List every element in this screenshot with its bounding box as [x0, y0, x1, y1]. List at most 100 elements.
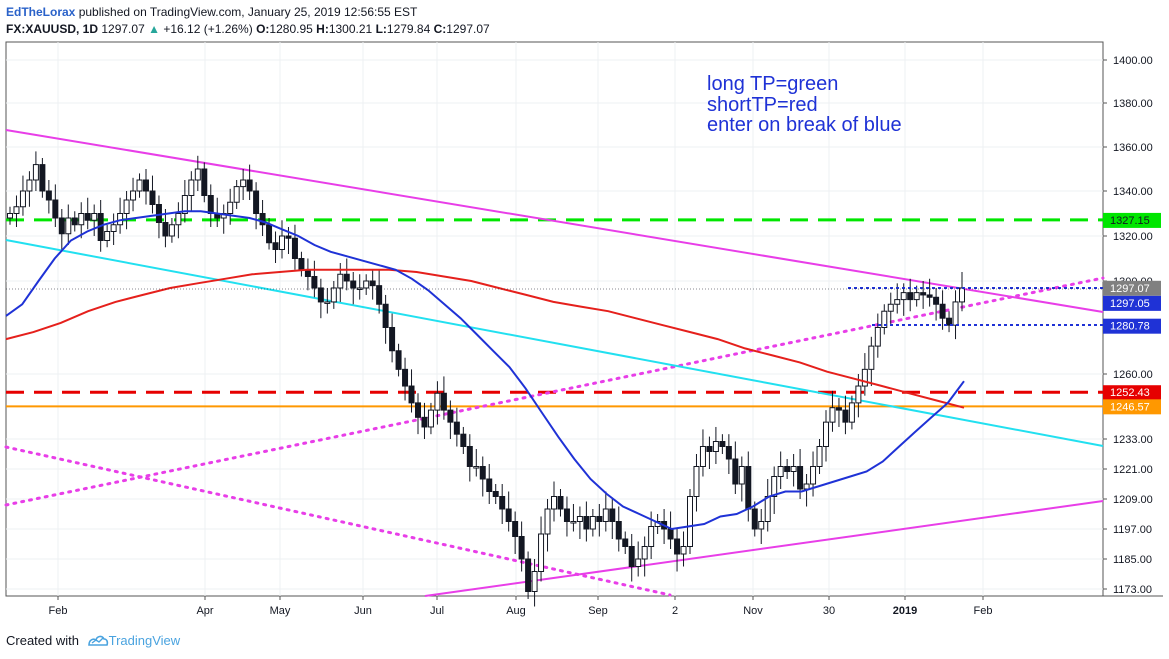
candle-body[interactable] [596, 516, 603, 522]
candle-body[interactable] [835, 407, 842, 411]
candle-body[interactable] [19, 190, 26, 208]
candle-body[interactable] [402, 368, 409, 387]
candle-body[interactable] [7, 213, 13, 219]
candle-body[interactable] [194, 168, 201, 181]
candle-body[interactable] [738, 466, 745, 485]
candle-body[interactable] [78, 213, 85, 226]
candle-body[interactable] [622, 538, 629, 547]
candle-body[interactable] [492, 491, 499, 497]
magenta-lower-dotted-line[interactable] [4, 445, 672, 597]
candle-body[interactable] [440, 392, 447, 411]
candle-body[interactable] [473, 466, 480, 469]
candle-body[interactable] [712, 441, 719, 452]
candle-body[interactable] [65, 217, 72, 235]
candle-body[interactable] [810, 466, 817, 485]
candle-body[interactable] [615, 521, 622, 540]
candle-body[interactable] [45, 190, 52, 201]
candle-body[interactable] [745, 466, 752, 510]
candle-body[interactable] [188, 179, 195, 196]
candle-body[interactable] [887, 303, 894, 312]
magenta-descending-line[interactable] [5, 129, 1104, 313]
candle-body[interactable] [421, 416, 428, 428]
candle-body[interactable] [350, 280, 357, 289]
cyan-descending-line[interactable] [5, 239, 1104, 447]
candle-body[interactable] [376, 285, 383, 305]
candle-body[interactable] [939, 303, 946, 319]
candle-body[interactable] [453, 421, 460, 435]
candle-body[interactable] [538, 533, 545, 572]
candle-body[interactable] [39, 164, 46, 192]
magenta-ascending-dotted-line[interactable] [4, 276, 1105, 507]
candle-body[interactable] [330, 287, 337, 303]
candle-body[interactable] [84, 213, 91, 221]
candle-body[interactable] [58, 217, 65, 235]
candle-body[interactable] [719, 441, 726, 447]
candle-body[interactable] [648, 526, 655, 547]
candle-body[interactable] [240, 179, 247, 188]
candle-body[interactable] [266, 224, 273, 244]
candle-body[interactable] [855, 385, 862, 404]
candle-body[interactable] [933, 296, 940, 305]
candle-body[interactable] [797, 466, 804, 490]
candle-body[interactable] [466, 446, 473, 467]
candle-body[interactable] [551, 496, 557, 510]
red-moving-average[interactable] [5, 268, 965, 409]
candle-body[interactable] [829, 407, 836, 423]
candle-body[interactable] [732, 458, 739, 485]
candle-body[interactable] [175, 213, 182, 226]
candle-body[interactable] [272, 242, 279, 250]
candle-body[interactable] [907, 292, 914, 301]
candle-body[interactable] [706, 446, 713, 452]
candle-body[interactable] [635, 558, 642, 567]
candle-body[interactable] [881, 310, 888, 329]
candle-body[interactable] [123, 199, 130, 214]
candle-body[interactable] [363, 280, 370, 289]
candle-body[interactable] [130, 190, 137, 201]
candle-body[interactable] [926, 294, 933, 298]
candle-body[interactable] [486, 478, 493, 492]
candle-body[interactable] [803, 483, 810, 490]
candle-body[interactable] [823, 421, 829, 448]
candle-body[interactable] [317, 287, 324, 303]
candle-body[interactable] [259, 213, 266, 226]
candle-body[interactable] [816, 446, 823, 467]
candle-body[interactable] [544, 508, 551, 535]
candle-body[interactable] [583, 516, 590, 530]
candle-body[interactable] [369, 280, 376, 287]
candle-body[interactable] [874, 327, 881, 347]
candle-body[interactable] [32, 164, 39, 181]
candle-body[interactable] [609, 508, 616, 522]
candle-body[interactable] [337, 273, 344, 289]
candle-body[interactable] [26, 179, 33, 192]
candle-body[interactable] [563, 508, 570, 522]
candle-body[interactable] [104, 231, 111, 241]
candle-body[interactable] [784, 466, 791, 472]
candle-body[interactable] [136, 179, 143, 192]
candle-body[interactable] [771, 476, 778, 497]
candle-body[interactable] [311, 276, 318, 289]
candle-body[interactable] [505, 508, 512, 522]
candle-body[interactable] [13, 206, 20, 214]
candle-body[interactable] [91, 213, 98, 221]
candle-body[interactable] [946, 317, 953, 326]
candle-body[interactable] [479, 466, 486, 480]
candle-body[interactable] [382, 303, 389, 328]
candle-body[interactable] [842, 409, 849, 423]
annotation-text[interactable]: long TP=green shortTP=red enter on break… [707, 73, 902, 136]
candle-body[interactable] [790, 466, 797, 472]
candle-body[interactable] [525, 558, 532, 592]
candle-body[interactable] [641, 546, 648, 560]
candle-body[interactable] [576, 516, 583, 522]
candle-body[interactable] [557, 496, 564, 510]
candle-body[interactable] [589, 516, 596, 530]
candle-body[interactable] [162, 222, 169, 237]
candle-body[interactable] [415, 402, 421, 418]
candle-body[interactable] [246, 179, 253, 192]
time-axis[interactable]: Feb Apr May Jun Jul Aug Sep 2 Nov 30 2019 Feb [49, 596, 993, 617]
candle-body[interactable] [143, 179, 149, 192]
candle-body[interactable] [168, 224, 175, 237]
candle-body[interactable] [894, 299, 901, 305]
candle-body[interactable] [149, 190, 156, 205]
candle-body[interactable] [848, 402, 855, 423]
candle-body[interactable] [920, 292, 927, 296]
